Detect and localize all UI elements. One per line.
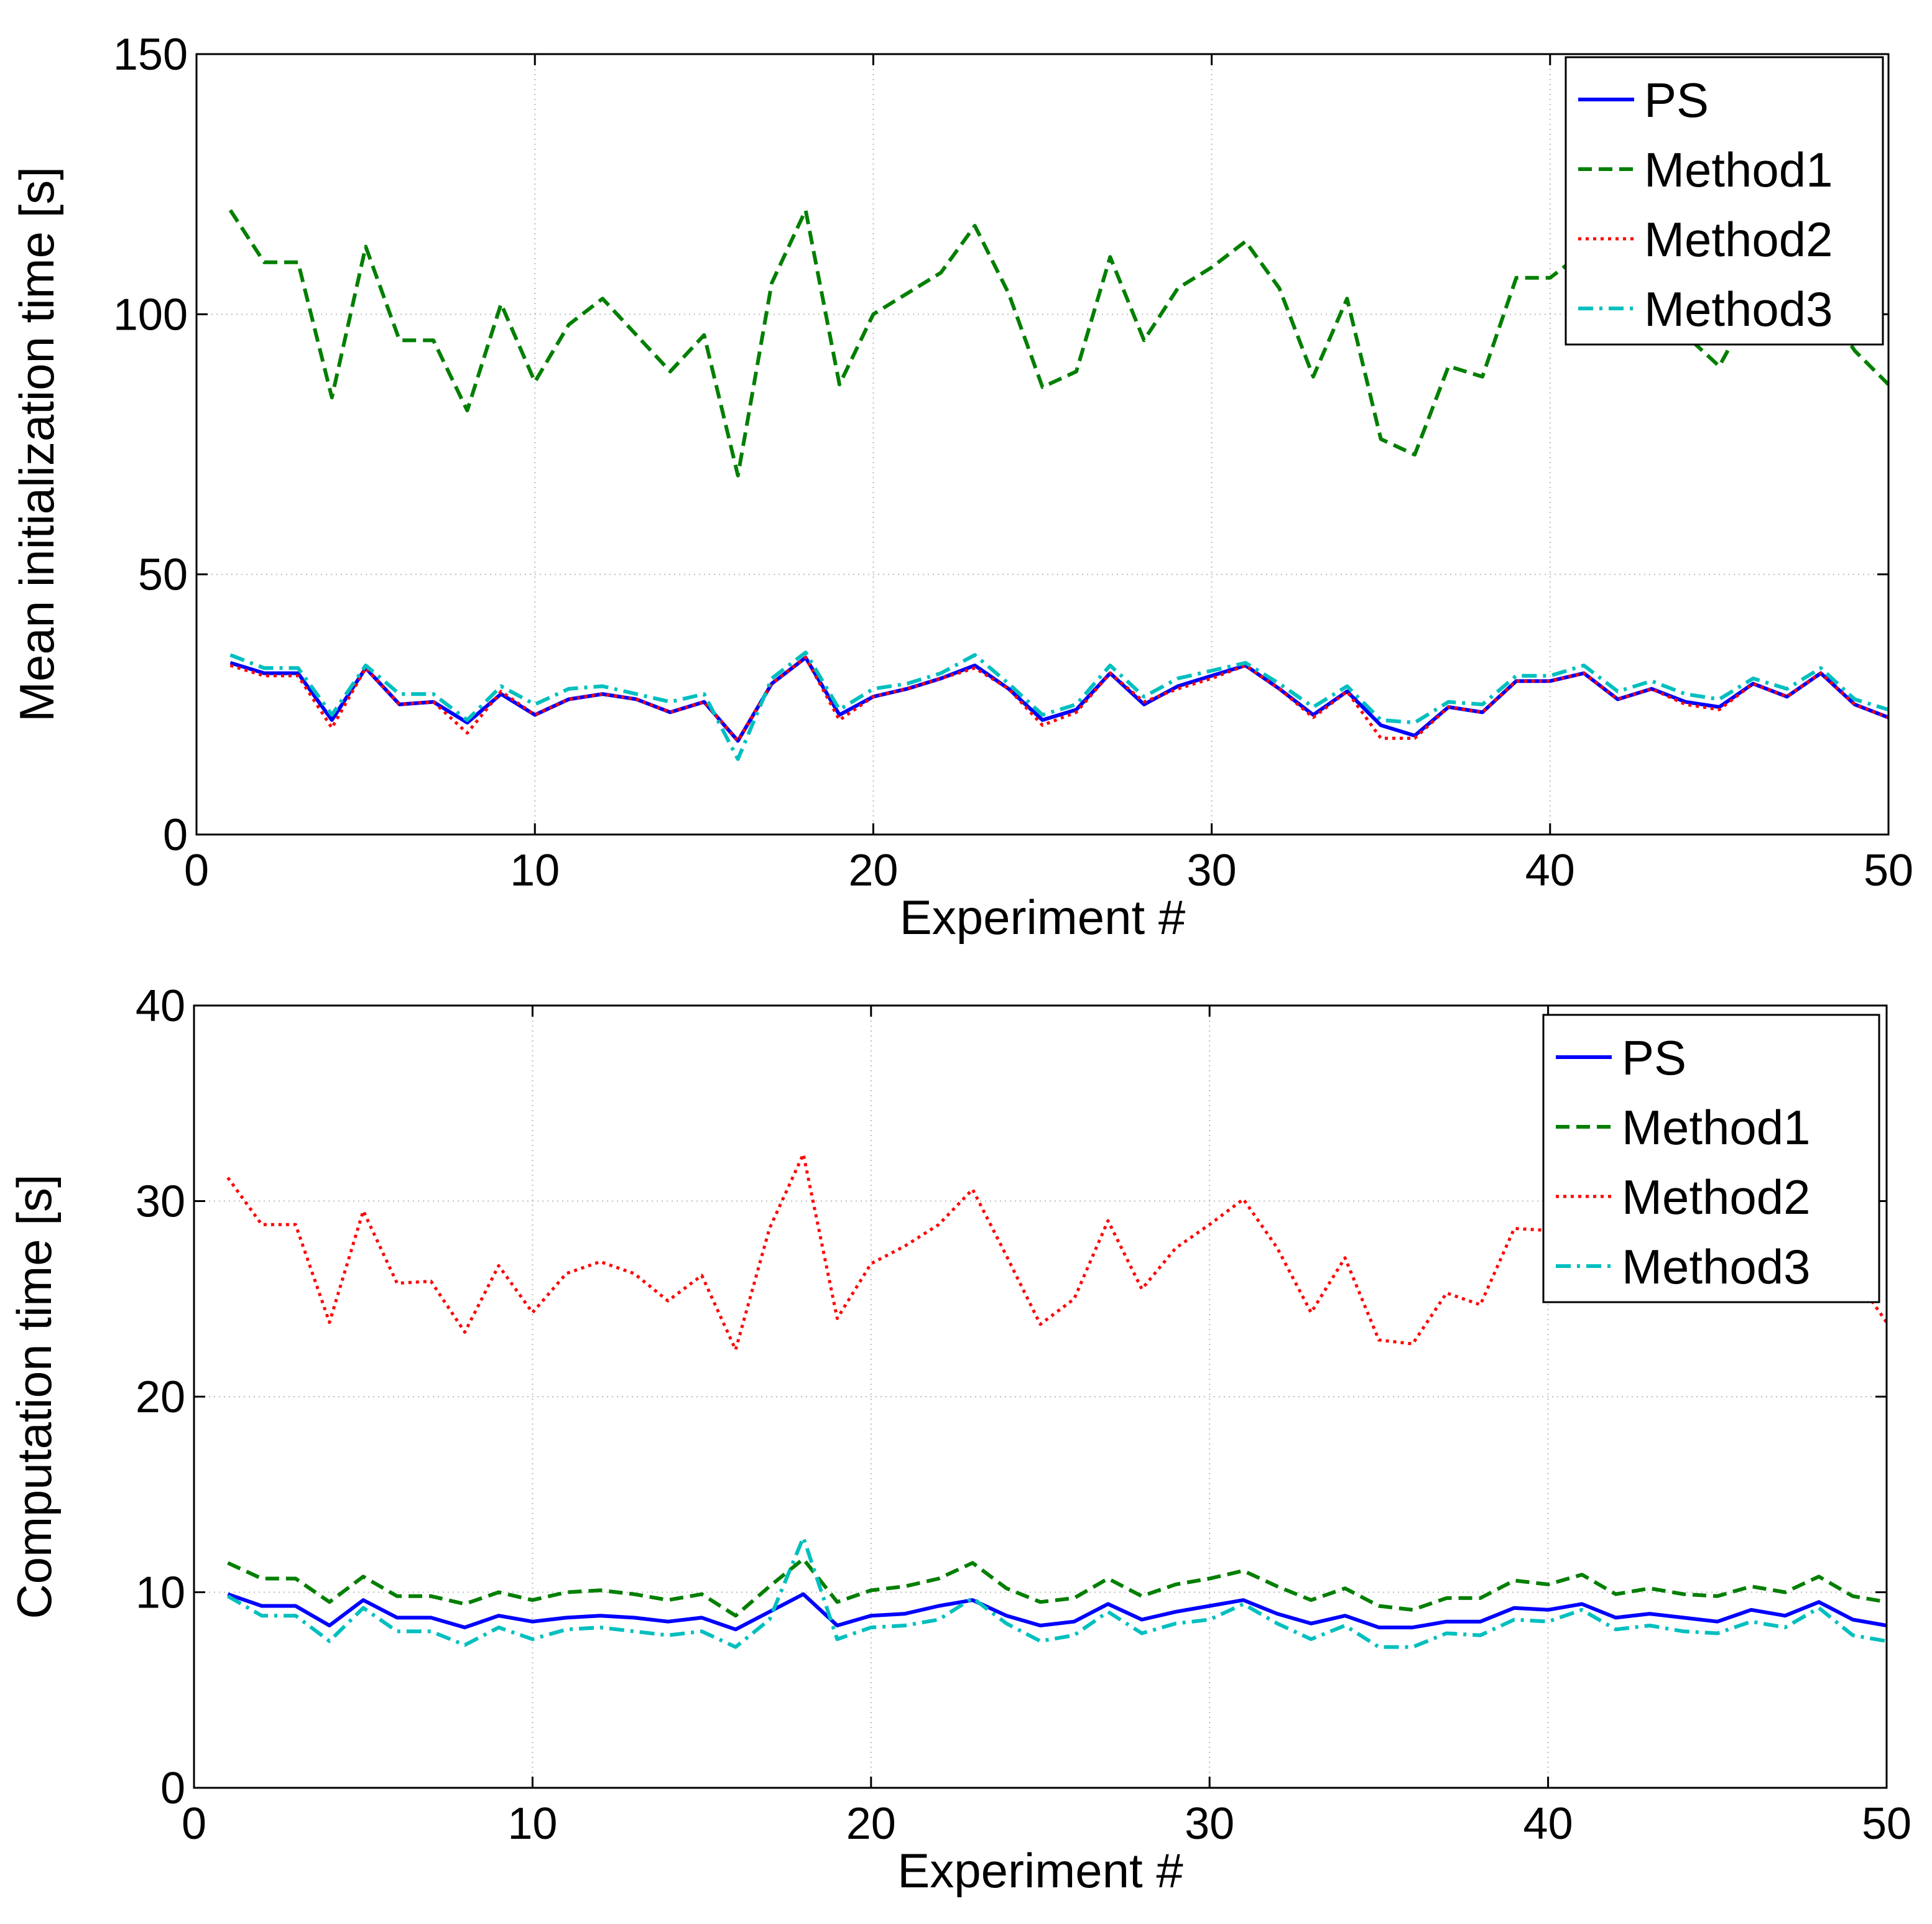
x-tick-label: 50 [1862,1799,1911,1849]
series-line-method1 [227,1557,1887,1618]
x-tick-label: 20 [846,1799,896,1849]
legend: PS Method1 Method2 Method3 [1542,1014,1880,1303]
axes-frame [195,53,1890,836]
x-tick-label: 30 [1187,846,1237,895]
x-tick-label: 10 [510,846,560,895]
y-axis-label: Computation time [s] [7,1174,62,1619]
x-tick-label: 0 [182,1799,206,1849]
x-axis-label: Experiment # [900,890,1186,945]
y-tick-label: 50 [138,550,188,600]
x-tick-label: 40 [1523,1799,1573,1849]
legend-box [1565,56,1884,346]
series-line-method3 [226,1535,1887,1649]
y-tick-label: 0 [160,1764,185,1813]
y-tick-label: 150 [113,30,188,80]
legend-label-method1: Method1 [1622,1100,1811,1155]
series-line-method3 [229,650,1889,761]
series-line-ps [227,1592,1887,1632]
legend-box [1542,1014,1880,1303]
y-axis-label: Mean initialization time [s] [9,167,64,722]
legend-label-method2: Method2 [1644,212,1833,267]
legend-label-ps: PS [1622,1030,1686,1085]
legend-label-method2: Method2 [1622,1170,1811,1224]
y-tick-label: 20 [136,1372,185,1422]
top-chart-mean-initialization-time: 0 10 20 30 40 50 0 50 100 150 Experiment # Mean ini… [9,30,1913,945]
y-tick-label: 100 [113,290,188,340]
y-tick-label: 0 [163,810,188,860]
x-tick-label: 40 [1525,846,1575,895]
x-tick-label: 10 [507,1799,557,1849]
legend-label-method3: Method3 [1622,1239,1811,1294]
x-axis-label: Experiment # [897,1843,1183,1898]
y-tick-label: 40 [136,981,185,1031]
x-tick-label: 20 [848,846,898,895]
series-line-ps [229,655,1890,743]
series-line-method2 [229,656,1889,742]
legend: PS Method1 Method2 Method3 [1565,56,1884,346]
legend-label-ps: PS [1644,73,1709,127]
x-tick-label: 0 [184,846,209,895]
legend-label-method1: Method1 [1644,142,1833,197]
y-tick-label: 10 [136,1568,185,1618]
x-tick-label: 30 [1185,1799,1234,1849]
x-tick-label: 50 [1864,846,1913,895]
legend-label-method3: Method3 [1644,282,1833,336]
bottom-chart-computation-time: 0 10 20 30 40 50 0 10 20 30 40 Experiment # Computat… [7,981,1911,1898]
y-tick-label: 30 [136,1177,185,1227]
